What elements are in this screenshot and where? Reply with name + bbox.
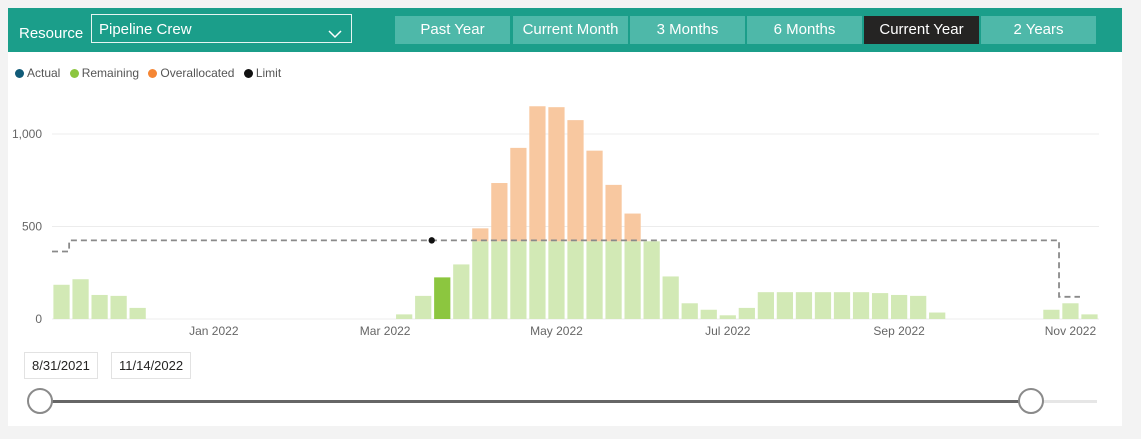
bar-remaining [662, 276, 679, 319]
period-past-year-button[interactable]: Past Year [395, 16, 510, 44]
bar-remaining [1043, 309, 1060, 319]
chevron-down-icon [327, 21, 343, 50]
bar-remaining [643, 241, 660, 319]
bar-remaining [757, 292, 774, 319]
limit-line [52, 239, 1080, 298]
bar-remaining [681, 303, 698, 319]
legend-swatch-actual [15, 69, 24, 78]
bar-remaining [110, 295, 127, 319]
legend-swatch-remaining [69, 69, 79, 78]
chart-legend: Actual Remaining Overallocated Limit [15, 66, 287, 80]
bar-remaining [510, 241, 527, 319]
bar-remaining [53, 284, 70, 319]
bar-overallocated [548, 107, 565, 242]
bar-remaining [491, 241, 508, 319]
legend-label-remaining: Remaining [81, 66, 140, 80]
x-tick-label: Sep 2022 [873, 324, 925, 338]
x-tick-label: May 2022 [530, 324, 583, 338]
bar-remaining [624, 241, 641, 319]
bar-remaining [415, 295, 432, 319]
bar-remaining [795, 292, 813, 319]
legend-swatch-overallocated [148, 69, 158, 78]
y-tick-label: 0 [35, 312, 42, 326]
period-2-years-button[interactable]: 2 Years [981, 16, 1096, 44]
bar-remaining [700, 309, 717, 319]
legend-item-limit[interactable]: Limit [243, 66, 282, 80]
bar-remaining [72, 279, 89, 319]
bar-overallocated [472, 228, 489, 242]
bar-overallocated [567, 120, 584, 242]
resource-label: Resource [19, 25, 84, 42]
date-range-slider-rail [1031, 400, 1097, 403]
period-current-year-button[interactable]: Current Year [864, 16, 979, 44]
bar-remaining [833, 292, 851, 319]
legend-item-remaining[interactable]: Remaining [69, 66, 140, 80]
resource-value: Pipeline Crew [99, 21, 192, 38]
start-date-input[interactable]: 8/31/2021 [24, 352, 98, 379]
bar-remaining [434, 277, 451, 319]
bar-remaining [586, 241, 603, 319]
legend-label-actual: Actual [27, 66, 61, 80]
bar-remaining [719, 315, 736, 319]
bar-remaining [776, 292, 794, 319]
legend-label-limit: Limit [255, 66, 282, 80]
bar-remaining [814, 292, 832, 319]
bar-overallocated [529, 106, 546, 242]
bar-remaining [529, 241, 546, 319]
bar-remaining [91, 294, 108, 319]
legend-swatch-limit [243, 69, 253, 78]
slider-end-handle[interactable] [1018, 388, 1044, 414]
period-current-month-button[interactable]: Current Month [513, 16, 628, 44]
bar-overallocated [586, 150, 603, 242]
resource-dropdown[interactable]: Pipeline Crew [91, 14, 352, 43]
bar-remaining [567, 241, 584, 319]
bar-remaining [1062, 303, 1079, 319]
x-tick-label: Nov 2022 [1045, 324, 1097, 338]
period-6-months-button[interactable]: 6 Months [747, 16, 862, 44]
legend-item-overallocated[interactable]: Overallocated [148, 66, 234, 80]
y-tick-label: 1,000 [12, 127, 42, 141]
bar-remaining [910, 295, 927, 319]
bar-remaining [605, 241, 622, 319]
bar-remaining [396, 314, 413, 319]
bar-remaining [453, 264, 470, 319]
bar-remaining [891, 294, 908, 319]
bar-remaining [548, 241, 565, 319]
legend-item-actual[interactable]: Actual [15, 66, 60, 80]
bar-remaining [929, 312, 946, 319]
bar-remaining [472, 241, 489, 319]
y-tick-label: 500 [22, 220, 42, 234]
bar-remaining [1081, 314, 1098, 319]
bar-remaining [852, 292, 870, 319]
bar-overallocated [491, 183, 508, 242]
x-tick-label: Jul 2022 [705, 324, 751, 338]
bar-overallocated [605, 184, 622, 242]
bar-overallocated [624, 213, 641, 242]
limit-marker [428, 237, 435, 244]
bar-remaining [129, 307, 146, 319]
legend-label-overallocated: Overallocated [160, 66, 235, 80]
end-date-input[interactable]: 11/14/2022 [111, 352, 192, 379]
bar-overallocated [510, 147, 527, 242]
x-tick-label: Mar 2022 [360, 324, 411, 338]
date-range-slider-track[interactable] [40, 400, 1031, 403]
x-tick-label: Jan 2022 [189, 324, 239, 338]
period-3-months-button[interactable]: 3 Months [630, 16, 745, 44]
bar-remaining [871, 293, 889, 319]
slider-start-handle[interactable] [27, 388, 53, 414]
report-panel [8, 8, 1122, 426]
bar-remaining [738, 307, 755, 319]
